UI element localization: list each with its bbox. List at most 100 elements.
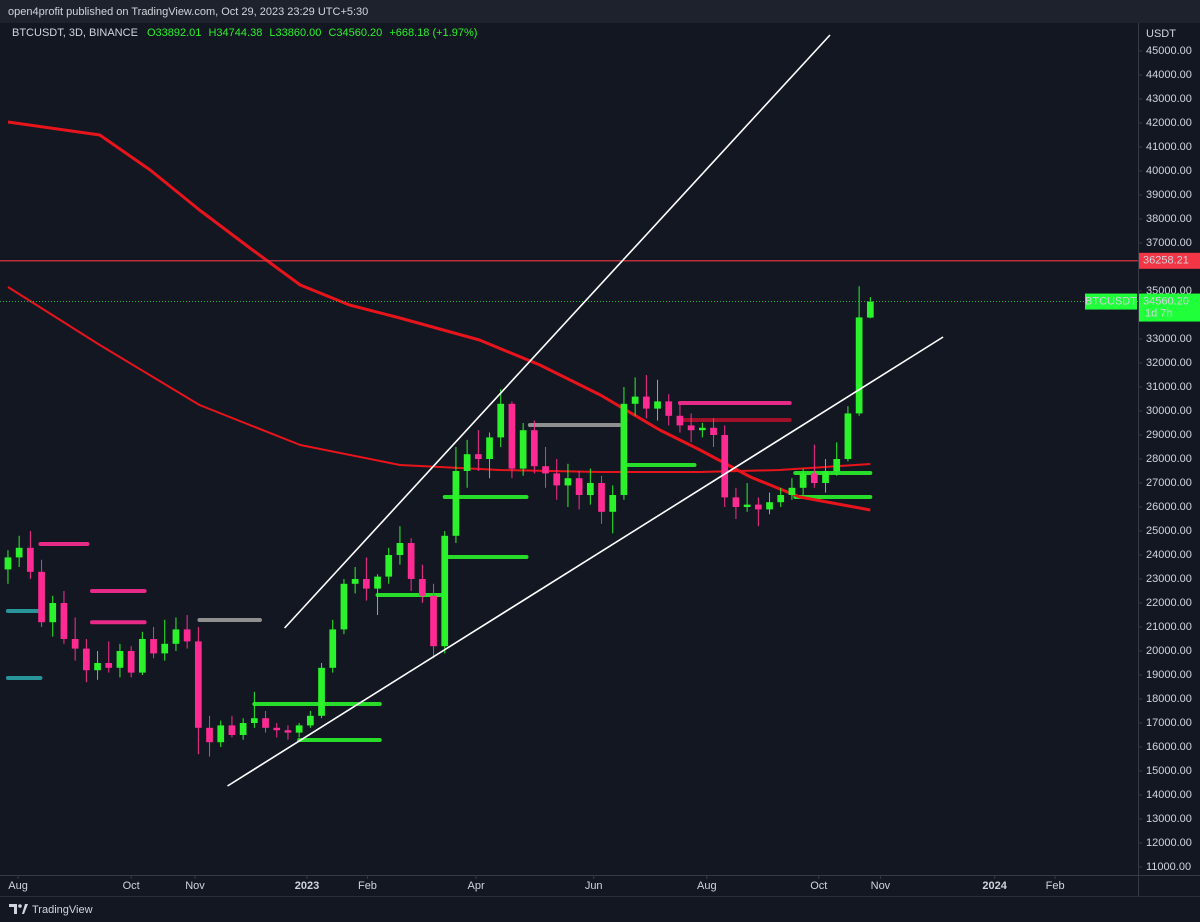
x-tick-label: Jun — [585, 880, 603, 892]
candle-body — [262, 718, 269, 728]
symbol: BTCUSDT, 3D, BINANCE — [12, 27, 138, 39]
y-tick-label: 24000.00 — [1146, 549, 1192, 561]
y-tick-label: 17000.00 — [1146, 717, 1192, 729]
candle-body — [497, 403, 505, 438]
candle-body — [855, 317, 863, 414]
candle-body — [833, 459, 841, 472]
y-tick-label: 21000.00 — [1146, 621, 1192, 633]
ohlc-high: H34744.38 — [208, 27, 262, 39]
candle-body — [631, 396, 639, 404]
candle-body — [4, 557, 12, 570]
y-tick-label: 22000.00 — [1146, 597, 1192, 609]
candle-body — [732, 497, 740, 508]
candle-body — [161, 643, 169, 654]
candle-body — [295, 725, 303, 733]
candle-body — [553, 473, 561, 486]
y-tick-label: 28000.00 — [1146, 453, 1192, 465]
y-tick-label: 44000.00 — [1146, 69, 1192, 81]
y-tick-label: 19000.00 — [1146, 669, 1192, 681]
candle-body — [642, 396, 650, 409]
currency: USDT — [1146, 28, 1176, 40]
y-tick-label: 27000.00 — [1146, 477, 1192, 489]
x-tick-label: 2023 — [295, 880, 319, 892]
candle-body — [743, 504, 751, 508]
symbol-tag: BTCUSDT — [1085, 295, 1137, 307]
candle-body — [799, 473, 807, 488]
candle-body — [82, 648, 90, 671]
y-tick-label: 13000.00 — [1146, 813, 1192, 825]
candle-body — [766, 502, 773, 510]
y-tick-label: 11000.00 — [1146, 861, 1191, 873]
candle-body — [508, 403, 516, 469]
y-tick-label: 26000.00 — [1146, 501, 1192, 513]
y-tick-label: 41000.00 — [1146, 141, 1192, 153]
brand: TradingView — [32, 904, 93, 916]
publisher: open4profit published on TradingView.com… — [8, 6, 368, 18]
candle-body — [530, 430, 538, 467]
candle-body — [318, 667, 325, 716]
y-tick-label: 43000.00 — [1146, 93, 1192, 105]
hline-label-box — [1139, 252, 1200, 269]
y-tick-label: 33000.00 — [1146, 333, 1192, 345]
brand-logo — [9, 904, 28, 914]
ohlc-low: L33860.00 — [269, 27, 321, 39]
candle-body — [698, 427, 706, 431]
candle-body — [519, 430, 527, 469]
trendline — [227, 336, 944, 787]
candle-body — [15, 547, 23, 558]
candle-body — [687, 425, 695, 431]
candle-body — [273, 727, 281, 731]
candle-body — [26, 547, 34, 572]
candle-body — [340, 583, 348, 630]
candle-body — [777, 495, 785, 503]
ohlc-open: O33892.01 — [147, 27, 201, 39]
y-tick-label: 25000.00 — [1146, 525, 1192, 537]
x-tick-label: Aug — [8, 880, 28, 892]
candle-body — [844, 413, 852, 460]
y-tick-label: 32000.00 — [1146, 357, 1192, 369]
x-tick-label: 2024 — [982, 880, 1007, 892]
y-tick-label: 40000.00 — [1146, 165, 1192, 177]
candle-body — [575, 478, 583, 496]
last-price-label: 34560.20 — [1143, 295, 1189, 307]
y-tick-label: 31000.00 — [1146, 381, 1192, 393]
candle-body — [385, 555, 393, 577]
candle-body — [374, 576, 381, 589]
x-tick-label: Aug — [697, 880, 717, 892]
candle-body — [586, 483, 594, 496]
candle-body — [49, 603, 57, 623]
candle-body — [866, 301, 874, 318]
candle-body — [463, 454, 471, 472]
candle-body — [38, 571, 45, 623]
candle-body — [194, 641, 202, 728]
y-tick-label: 12000.00 — [1146, 837, 1192, 849]
candle-body — [60, 603, 68, 640]
y-tick-label: 42000.00 — [1146, 117, 1192, 129]
candle-body — [362, 579, 370, 589]
candle-body — [217, 725, 225, 743]
candle-body — [407, 543, 415, 580]
hline-label: 36258.21 — [1143, 255, 1189, 267]
candle-body — [116, 651, 124, 668]
candle-body — [396, 543, 404, 556]
candle-body — [542, 466, 549, 474]
y-tick-label: 15000.00 — [1146, 765, 1192, 777]
candle-body — [329, 629, 337, 668]
currency-box — [1140, 24, 1200, 45]
countdown: 1d 7h — [1145, 307, 1173, 319]
y-tick-label: 39000.00 — [1146, 189, 1192, 201]
candle-body — [754, 504, 762, 510]
candle-body — [721, 435, 729, 498]
candle-body — [822, 471, 829, 484]
y-tick-label: 30000.00 — [1146, 405, 1192, 417]
plot-area — [0, 34, 1138, 787]
x-tick-label: Feb — [358, 880, 377, 892]
legend: BTCUSDT, 3D, BINANCE O33892.01 H34744.38… — [12, 27, 477, 39]
x-tick-label: Feb — [1046, 880, 1065, 892]
x-tick-label: Nov — [871, 880, 891, 892]
candle-body — [105, 663, 113, 668]
candle-body — [609, 495, 617, 512]
candle-body — [620, 403, 628, 496]
y-tick-label: 38000.00 — [1146, 213, 1192, 225]
